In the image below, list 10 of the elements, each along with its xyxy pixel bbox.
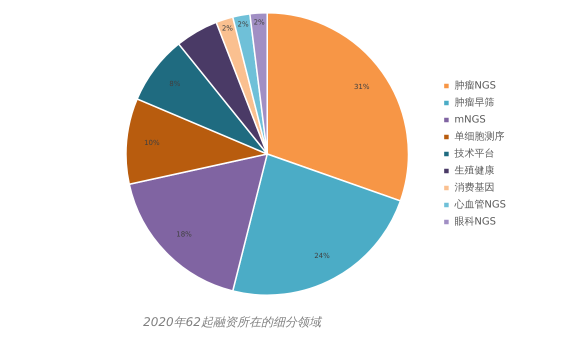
- legend-label: 眼科NGS: [454, 216, 496, 228]
- legend-label: 技术平台: [453, 148, 494, 160]
- legend-label: 心血管NGS: [453, 198, 506, 211]
- legend-label: 消费基因: [454, 182, 494, 194]
- legend-label: mNGS: [454, 114, 486, 126]
- text: 2020年62起融资所在的细分领域: [142, 314, 324, 331]
- legend-label: 肿瘤NGS: [454, 80, 496, 92]
- legend-label: 单细胞测序: [454, 130, 504, 143]
- legend-label: 肿瘤早筛: [454, 96, 494, 109]
- legend-label: 生殖健康: [454, 164, 494, 177]
